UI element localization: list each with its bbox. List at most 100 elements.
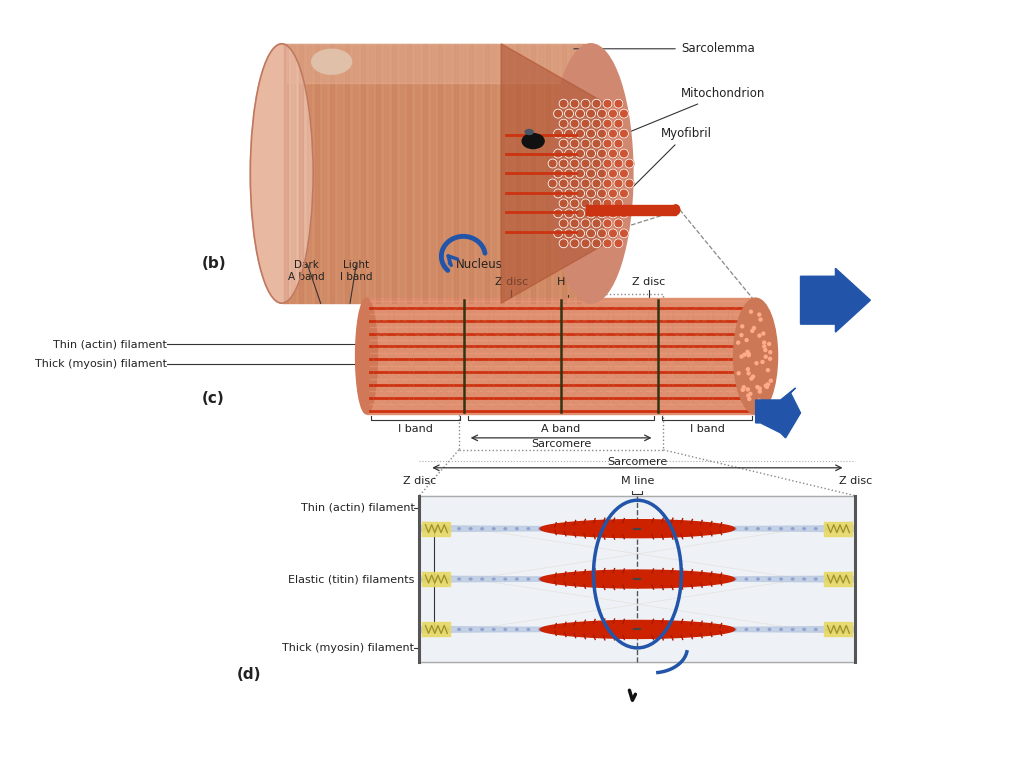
Ellipse shape (620, 528, 622, 530)
Ellipse shape (522, 134, 544, 148)
Polygon shape (399, 44, 403, 303)
Polygon shape (477, 44, 481, 303)
Circle shape (597, 229, 606, 238)
Circle shape (564, 229, 573, 238)
Ellipse shape (814, 578, 817, 580)
Polygon shape (307, 44, 311, 303)
Polygon shape (469, 44, 473, 303)
Circle shape (559, 179, 568, 188)
Text: Z disc: Z disc (632, 277, 666, 287)
Bar (824, 622, 852, 637)
Polygon shape (515, 44, 519, 303)
Circle shape (559, 219, 568, 228)
Circle shape (548, 159, 557, 168)
Text: (b): (b) (202, 257, 226, 271)
Circle shape (758, 399, 761, 402)
Circle shape (581, 139, 590, 148)
Ellipse shape (711, 578, 713, 580)
Ellipse shape (768, 578, 771, 580)
Circle shape (564, 189, 573, 198)
Circle shape (745, 350, 749, 353)
Ellipse shape (608, 578, 610, 580)
Circle shape (564, 169, 573, 178)
Circle shape (564, 129, 573, 138)
Circle shape (554, 129, 562, 138)
Ellipse shape (687, 528, 690, 530)
Circle shape (769, 357, 771, 360)
Ellipse shape (515, 528, 518, 530)
Polygon shape (578, 44, 582, 303)
Ellipse shape (493, 578, 495, 580)
Ellipse shape (687, 628, 690, 631)
Circle shape (597, 189, 606, 198)
Ellipse shape (838, 578, 841, 580)
Circle shape (581, 199, 590, 208)
Text: I band: I band (689, 424, 724, 434)
Circle shape (570, 199, 579, 208)
Ellipse shape (493, 628, 495, 631)
Polygon shape (369, 44, 373, 303)
Ellipse shape (504, 628, 507, 631)
Ellipse shape (549, 44, 633, 303)
Polygon shape (484, 44, 488, 303)
Circle shape (625, 179, 634, 188)
Polygon shape (493, 44, 497, 303)
Ellipse shape (446, 628, 449, 631)
Ellipse shape (446, 528, 449, 530)
Polygon shape (585, 44, 589, 303)
Ellipse shape (458, 528, 461, 530)
Ellipse shape (665, 628, 667, 631)
Circle shape (554, 209, 562, 218)
Ellipse shape (423, 628, 426, 631)
Polygon shape (540, 621, 734, 638)
Text: Elastic (titin) filaments: Elastic (titin) filaments (288, 574, 415, 584)
Polygon shape (408, 44, 412, 303)
Ellipse shape (562, 578, 564, 580)
Ellipse shape (676, 628, 678, 631)
Circle shape (592, 199, 601, 208)
Ellipse shape (550, 628, 553, 631)
Circle shape (620, 169, 629, 178)
Polygon shape (454, 44, 458, 303)
Ellipse shape (757, 628, 759, 631)
Ellipse shape (539, 628, 542, 631)
Circle shape (575, 189, 585, 198)
Bar (423, 521, 451, 535)
Text: Thin (actin) filament: Thin (actin) filament (53, 339, 167, 349)
Ellipse shape (803, 578, 806, 580)
Polygon shape (547, 44, 551, 303)
Ellipse shape (699, 528, 701, 530)
Ellipse shape (803, 628, 806, 631)
Ellipse shape (481, 578, 483, 580)
Circle shape (575, 109, 585, 118)
Circle shape (581, 239, 590, 248)
Ellipse shape (641, 578, 643, 580)
Circle shape (614, 159, 623, 168)
Circle shape (620, 149, 629, 158)
Circle shape (587, 129, 596, 138)
Polygon shape (562, 44, 566, 303)
Ellipse shape (562, 628, 564, 631)
Circle shape (608, 209, 617, 218)
Text: I band: I band (397, 424, 432, 434)
Ellipse shape (676, 528, 678, 530)
Circle shape (597, 169, 606, 178)
Circle shape (570, 119, 579, 128)
Polygon shape (330, 44, 334, 303)
Circle shape (570, 179, 579, 188)
Ellipse shape (745, 528, 748, 530)
Polygon shape (292, 44, 295, 303)
Polygon shape (756, 388, 801, 438)
Circle shape (559, 199, 568, 208)
Ellipse shape (745, 578, 748, 580)
Circle shape (608, 229, 617, 238)
Polygon shape (353, 44, 357, 303)
Circle shape (758, 387, 761, 390)
Polygon shape (345, 44, 349, 303)
Ellipse shape (504, 578, 507, 580)
Circle shape (548, 179, 557, 188)
Ellipse shape (573, 578, 575, 580)
Circle shape (748, 353, 751, 356)
Circle shape (575, 149, 585, 158)
Circle shape (559, 119, 568, 128)
